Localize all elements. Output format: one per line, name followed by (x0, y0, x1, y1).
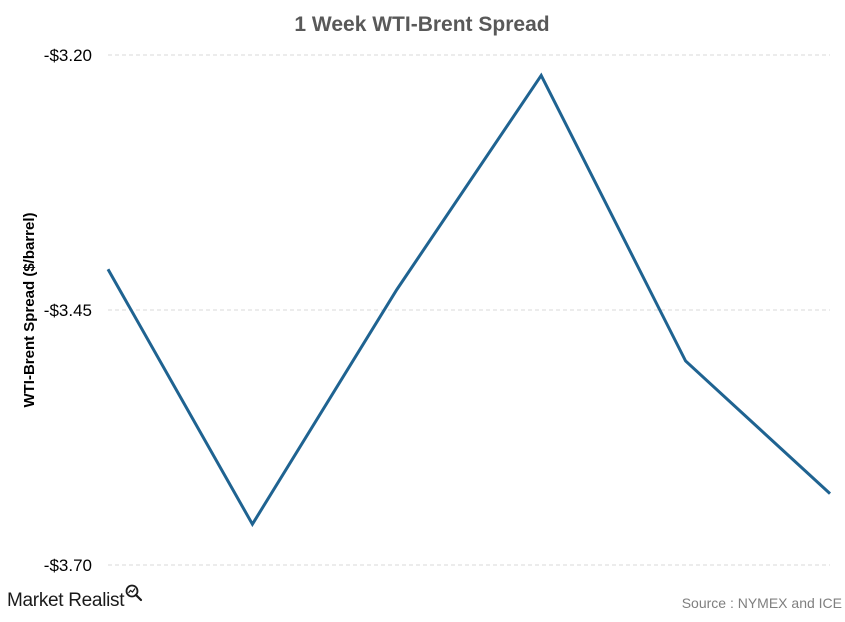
y-tick-label: -$3.45 (44, 301, 92, 320)
source-note: Source : NYMEX and ICE (682, 595, 842, 611)
series-group (106, 72, 832, 528)
gridlines (108, 54, 830, 566)
y-axis-label: WTI-Brent Spread ($/barrel) (21, 212, 38, 407)
series-line (106, 72, 832, 528)
chart-title: 1 Week WTI-Brent Spread (294, 13, 549, 36)
y-tick-label: -$3.70 (44, 556, 92, 575)
y-tick-labels: -$3.70 -$3.45 -$3.20 (44, 46, 92, 575)
market-realist-logo: Market Realist (7, 584, 143, 611)
logo-text: Market Realist (7, 590, 125, 611)
y-tick-label: -$3.20 (44, 46, 92, 65)
magnifier-chart-icon (125, 584, 143, 602)
